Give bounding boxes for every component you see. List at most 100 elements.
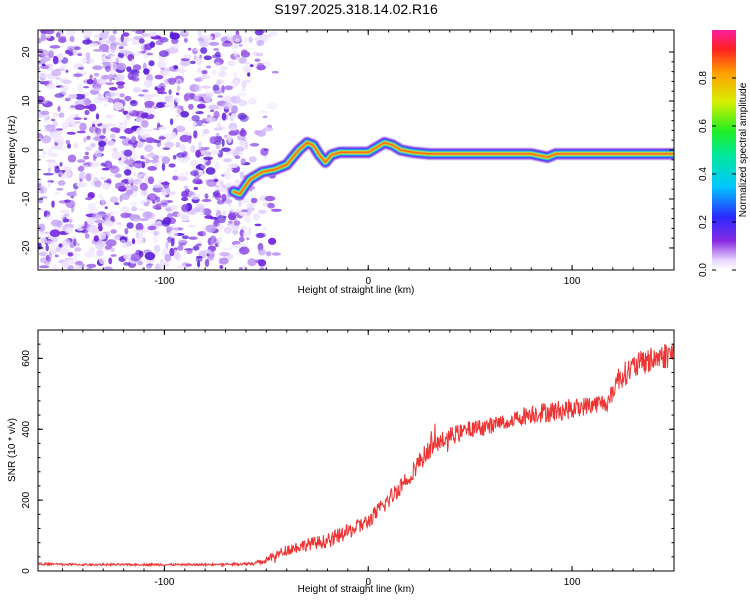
noise-blob xyxy=(264,195,276,202)
noise-blob xyxy=(83,137,87,143)
noise-blob xyxy=(184,92,195,101)
noise-blob xyxy=(98,222,103,228)
noise-blob xyxy=(122,32,130,37)
noise-blob xyxy=(135,117,144,123)
noise-blob xyxy=(123,119,128,127)
noise-blob xyxy=(131,40,142,46)
y-tick-label: 200 xyxy=(21,491,32,508)
noise-blob xyxy=(135,110,146,119)
noise-blob xyxy=(65,69,69,73)
noise-blob xyxy=(233,152,244,155)
noise-blob xyxy=(151,109,155,113)
noise-blob xyxy=(99,135,106,139)
noise-blob xyxy=(158,126,167,130)
noise-blob xyxy=(197,67,202,73)
noise-blob xyxy=(55,128,64,131)
noise-blob xyxy=(125,240,132,247)
noise-blob xyxy=(82,39,93,45)
noise-blob xyxy=(205,65,212,69)
noise-blob xyxy=(85,146,92,151)
noise-blob xyxy=(83,155,90,160)
noise-blob xyxy=(175,142,181,148)
noise-blob xyxy=(268,31,278,37)
noise-blob xyxy=(50,241,56,249)
noise-blob xyxy=(174,107,182,114)
noise-blob xyxy=(104,65,111,72)
noise-blob xyxy=(137,208,146,211)
noise-blob xyxy=(193,267,200,270)
noise-blob xyxy=(190,145,196,153)
noise-blob xyxy=(232,211,239,217)
noise-blob xyxy=(192,178,203,185)
noise-blob xyxy=(54,254,59,258)
noise-blob xyxy=(217,224,224,230)
noise-blob xyxy=(92,87,102,91)
noise-blob xyxy=(95,113,100,120)
noise-blob xyxy=(44,30,55,35)
noise-blob xyxy=(192,121,197,128)
noise-blob xyxy=(215,51,221,57)
noise-blob xyxy=(101,123,111,128)
noise-blob xyxy=(139,182,148,191)
noise-blob xyxy=(64,218,70,223)
noise-blob xyxy=(40,237,48,244)
noise-blob xyxy=(205,117,216,123)
noise-blob xyxy=(84,109,90,116)
noise-blob xyxy=(221,138,225,147)
noise-blob xyxy=(263,148,269,151)
noise-blob xyxy=(222,210,226,215)
noise-blob xyxy=(170,107,175,111)
noise-blob xyxy=(215,132,220,137)
noise-blob xyxy=(98,232,107,240)
noise-blob xyxy=(121,41,127,46)
noise-blob xyxy=(207,256,214,261)
noise-blob xyxy=(66,191,76,197)
noise-blob xyxy=(87,202,97,211)
noise-blob xyxy=(142,62,147,71)
noise-blob xyxy=(195,111,204,115)
noise-blob xyxy=(271,208,282,212)
noise-blob xyxy=(188,47,192,51)
noise-blob xyxy=(86,218,96,225)
noise-blob xyxy=(94,219,104,224)
noise-blob xyxy=(92,212,103,219)
noise-blob xyxy=(131,238,136,245)
noise-blob xyxy=(268,237,277,245)
noise-blob xyxy=(98,140,107,147)
noise-blob xyxy=(244,215,252,223)
noise-blob xyxy=(87,192,95,199)
noise-blob xyxy=(59,35,67,40)
noise-blob xyxy=(147,193,158,202)
noise-blob xyxy=(255,52,264,57)
noise-blob xyxy=(239,140,247,147)
noise-blob xyxy=(94,149,103,158)
noise-blob xyxy=(94,127,102,135)
noise-blob xyxy=(45,214,54,221)
noise-blob xyxy=(114,202,120,206)
noise-blob xyxy=(122,110,129,115)
noise-blob xyxy=(56,187,64,191)
noise-blob xyxy=(211,69,217,75)
noise-blob xyxy=(73,73,83,77)
noise-blob xyxy=(199,54,203,59)
noise-blob xyxy=(253,213,260,221)
noise-blob xyxy=(104,206,108,210)
snr-panel: -100 0 100 0 200 400 600 Height of straight li… xyxy=(7,329,675,595)
noise-blob xyxy=(45,124,56,132)
noise-blob xyxy=(200,75,211,79)
noise-blob xyxy=(223,171,232,180)
noise-blob xyxy=(55,77,61,80)
noise-blob xyxy=(103,266,113,270)
noise-blob xyxy=(84,221,88,229)
noise-blob xyxy=(233,50,238,57)
noise-blob xyxy=(222,158,232,163)
noise-blob xyxy=(50,118,56,122)
noise-blob xyxy=(259,267,265,270)
noise-blob xyxy=(144,54,149,59)
noise-blob xyxy=(187,224,197,228)
noise-blob xyxy=(266,102,278,110)
noise-blob xyxy=(62,79,72,85)
noise-blob xyxy=(230,208,235,213)
noise-blob xyxy=(56,32,61,38)
